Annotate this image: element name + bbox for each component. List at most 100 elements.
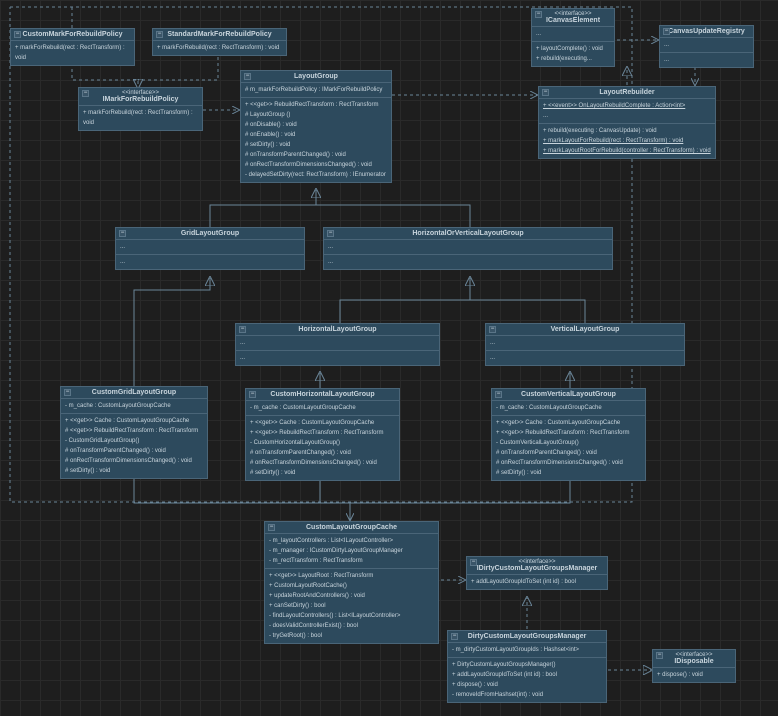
collapse-icon[interactable]: − xyxy=(663,28,670,35)
connector-line xyxy=(134,278,210,386)
attributes-section: - m_cache : CustomLayoutGroupCache xyxy=(61,399,207,414)
class-layoutRebuilder[interactable]: − LayoutRebuilder + <<event>> OnLayoutRebu… xyxy=(538,86,716,159)
method-line: # setDirty() : void xyxy=(245,140,387,150)
method-line: + rebuild(executing... xyxy=(536,54,610,64)
class-title: −<<interface>>IMarkForRebuildPolicy xyxy=(79,88,202,106)
class-customMarkPolicy[interactable]: −CustomMarkForRebuildPolicy+ markForRebu… xyxy=(10,28,135,66)
collapse-icon[interactable]: − xyxy=(327,230,334,237)
collapse-icon[interactable]: − xyxy=(156,31,163,38)
collapse-icon[interactable]: − xyxy=(119,230,126,237)
class-title: −CanvasUpdateRegistry xyxy=(660,26,753,38)
class-dirtyManager[interactable]: − DirtyCustomLayoutGroupsManager - m_dirty… xyxy=(447,630,607,703)
method-line: + markForRebuild(rect : RectTransform) :… xyxy=(83,108,198,128)
class-iDisposable[interactable]: −<<interface>>IDisposable+ dispose() : v… xyxy=(652,649,736,683)
class-name: IDisposable xyxy=(674,658,713,665)
method-line: + DirtyCustomLayoutGroupsManager() xyxy=(452,660,602,670)
class-horizontalGroup[interactable]: −HorizontalLayoutGroup xyxy=(235,323,440,366)
method-line: # <<get>> RebuildRectTransform : RectTra… xyxy=(65,426,203,436)
method-line: # onRectTransformDimensionsChanged() : v… xyxy=(245,160,387,170)
methods-section: + markForRebuild(rect : RectTransform) :… xyxy=(11,41,134,65)
collapse-icon[interactable]: − xyxy=(239,326,246,333)
connector-line xyxy=(316,205,470,227)
collapse-icon[interactable]: − xyxy=(656,652,663,659)
methods-section: + <<get>> LayoutRoot : RectTransform+ Cu… xyxy=(265,569,438,643)
class-customCache[interactable]: −CustomLayoutGroupCache- m_layoutControl… xyxy=(264,521,439,644)
collapse-icon[interactable]: − xyxy=(451,633,458,640)
method-line: + <<get>> RebuildRectTransform : RectTra… xyxy=(250,428,395,438)
methods-section xyxy=(324,255,612,269)
class-name: CustomVerticalLayoutGroup xyxy=(521,391,616,398)
method-line: + markForRebuild(rect : RectTransform) :… xyxy=(15,43,130,63)
method-line: - tryGetRoot() : bool xyxy=(269,631,434,641)
method-line: # onTransformParentChanged() : void xyxy=(245,150,387,160)
collapse-icon[interactable]: − xyxy=(470,559,477,566)
class-iCanvasElement[interactable]: −<<interface>>ICanvasElement + layoutComp… xyxy=(531,8,615,67)
class-title: −<<interface>>ICanvasElement xyxy=(532,9,614,27)
attribute-line: - m_manager : ICustomDirtyLayoutGroupMan… xyxy=(269,546,434,556)
method-line: + CustomLayoutRootCache() xyxy=(269,581,434,591)
class-title: − DirtyCustomLayoutGroupsManager xyxy=(448,631,606,643)
class-title: − LayoutRebuilder xyxy=(539,87,715,99)
collapse-icon[interactable]: − xyxy=(489,326,496,333)
collapse-icon[interactable]: − xyxy=(244,73,251,80)
class-name: DirtyCustomLayoutGroupsManager xyxy=(468,633,587,640)
collapse-icon[interactable]: − xyxy=(495,391,502,398)
class-iMarkPolicy[interactable]: −<<interface>>IMarkForRebuildPolicy + mar… xyxy=(78,87,203,131)
class-layoutGroup[interactable]: − LayoutGroup # m_markForRebuildPolicy : I… xyxy=(240,70,392,183)
collapse-icon[interactable]: − xyxy=(542,89,549,96)
attribute-line: # m_markForRebuildPolicy : IMarkForRebui… xyxy=(245,85,387,95)
class-name: ICanvasElement xyxy=(546,17,600,24)
class-title: −StandardMarkForRebuildPolicy xyxy=(153,29,286,41)
class-name: VerticalLayoutGroup xyxy=(551,326,620,333)
method-line: - CustomHorizontalLayoutGroup() xyxy=(250,438,395,448)
method-line: # onTransformParentChanged() : void xyxy=(65,446,203,456)
attributes-section: - m_dirtyCustomLayoutGroupIds : Hashset<… xyxy=(448,643,606,658)
collapse-icon[interactable]: − xyxy=(14,31,21,38)
class-name: CustomHorizontalLayoutGroup xyxy=(270,391,374,398)
class-standardMarkPolicy[interactable]: −StandardMarkForRebuildPolicy+ markForRe… xyxy=(152,28,287,56)
method-line: # onRectTransformDimensionsChanged() : v… xyxy=(250,458,395,468)
collapse-icon[interactable]: − xyxy=(535,11,542,18)
method-line: + <<get>> RebuildRectTransform : RectTra… xyxy=(245,100,387,110)
method-line: - delayedSetDirty(rect: RectTransform) :… xyxy=(245,170,387,180)
class-title: −CustomGridLayoutGroup xyxy=(61,387,207,399)
collapse-icon[interactable]: − xyxy=(268,524,275,531)
methods-section xyxy=(236,351,439,365)
methods-section: + DirtyCustomLayoutGroupsManager()+ addL… xyxy=(448,658,606,702)
method-line: + <<get>> RebuildRectTransform : RectTra… xyxy=(496,428,641,438)
collapse-icon[interactable]: − xyxy=(249,391,256,398)
collapse-icon[interactable]: − xyxy=(82,90,89,97)
class-iDirtyManager[interactable]: −<<interface>>IDirtyCustomLayoutGroupsMa… xyxy=(466,556,608,590)
attribute-line: + <<event>> OnLayoutRebuildComplete : Ac… xyxy=(543,101,711,111)
method-line: # LayoutGroup () xyxy=(245,110,387,120)
methods-section: + <<get>> Cache : CustomLayoutGroupCache… xyxy=(492,416,645,480)
class-verticalGroup[interactable]: − VerticalLayoutGroup xyxy=(485,323,685,366)
class-customGrid[interactable]: −CustomGridLayoutGroup- m_cache : Custom… xyxy=(60,386,208,479)
class-title: − CustomVerticalLayoutGroup xyxy=(492,389,645,401)
class-customHorizontal[interactable]: −CustomHorizontalLayoutGroup- m_cache : … xyxy=(245,388,400,481)
method-line: + layoutComplete() : void xyxy=(536,44,610,54)
method-line: # onTransformParentChanged() : void xyxy=(250,448,395,458)
class-horVertGroup[interactable]: − HorizontalOrVerticalLayoutGroup xyxy=(323,227,613,270)
class-title: − CustomHorizontalLayoutGroup xyxy=(246,389,399,401)
method-line: - doesValidControllerExist() : bool xyxy=(269,621,434,631)
method-line: - CustomGridLayoutGroup() xyxy=(65,436,203,446)
class-name: LayoutGroup xyxy=(294,73,338,80)
class-name: HorizontalOrVerticalLayoutGroup xyxy=(412,230,523,237)
methods-section: + <<get>> Cache : CustomLayoutGroupCache… xyxy=(61,414,207,478)
attributes-section xyxy=(236,336,439,351)
class-name: CustomLayoutGroupCache xyxy=(306,524,397,531)
class-name: IDirtyCustomLayoutGroupsManager xyxy=(477,565,598,572)
class-customVertical[interactable]: −CustomVerticalLayoutGroup- m_cache : Cu… xyxy=(491,388,646,481)
connector-line xyxy=(340,278,470,323)
class-title: − HorizontalOrVerticalLayoutGroup xyxy=(324,228,612,240)
method-line: + dispose() : void xyxy=(657,670,731,680)
method-line: + <<get>> Cache : CustomLayoutGroupCache xyxy=(65,416,203,426)
class-gridLayoutGroup[interactable]: −GridLayoutGroup xyxy=(115,227,305,270)
methods-section: + dispose() : void xyxy=(653,668,735,682)
methods-section: + rebuild(executing : CanvasUpdate) : vo… xyxy=(539,124,715,158)
collapse-icon[interactable]: − xyxy=(64,389,71,396)
method-line: + addLayoutGroupIdToSet (int id) : bool xyxy=(452,670,602,680)
class-name: LayoutRebuilder xyxy=(599,89,654,96)
class-canvasUpdateRegistry[interactable]: −CanvasUpdateRegistry xyxy=(659,25,754,68)
